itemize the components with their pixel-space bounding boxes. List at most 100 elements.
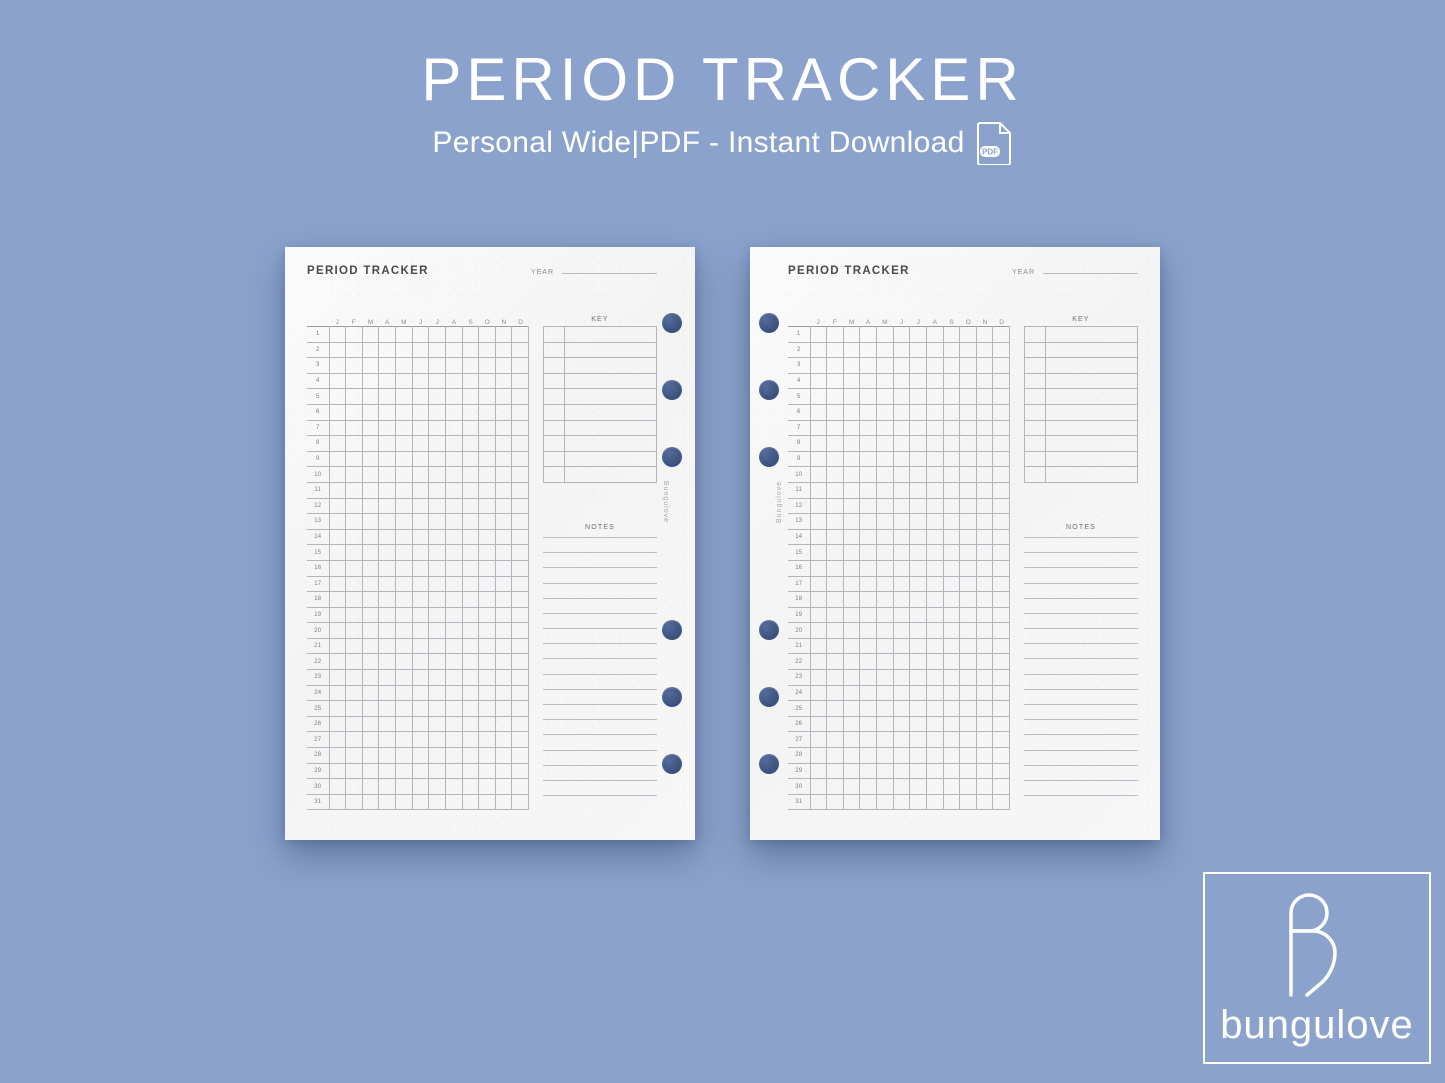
- tracker-cell-M-28[interactable]: [361, 747, 380, 764]
- tracker-cell-A-9[interactable]: [444, 450, 463, 468]
- tracker-cell-A-24[interactable]: [378, 684, 396, 702]
- tracker-cell-D-13[interactable]: [511, 513, 529, 530]
- tracker-cell-M-30[interactable]: [361, 778, 380, 795]
- tracker-cell-S-30[interactable]: [461, 778, 480, 795]
- tracker-cell-D-10[interactable]: [511, 466, 529, 483]
- tracker-cell-J-3[interactable]: [411, 357, 430, 374]
- tracker-cell-A-21[interactable]: [378, 637, 396, 655]
- tracker-cell-A-17[interactable]: [444, 575, 463, 593]
- tracker-cell-D-16[interactable]: [992, 559, 1010, 577]
- tracker-cell-J-7[interactable]: [809, 419, 828, 437]
- tracker-cell-A-20[interactable]: [378, 622, 396, 639]
- tracker-cell-M-29[interactable]: [361, 762, 380, 780]
- tracker-cell-J-4[interactable]: [909, 372, 927, 390]
- tracker-cell-N-26[interactable]: [975, 715, 994, 733]
- tracker-cell-J-19[interactable]: [892, 606, 911, 624]
- tracker-cell-S-13[interactable]: [942, 513, 961, 530]
- tracker-cell-J-24[interactable]: [892, 684, 911, 702]
- tracker-cell-J-26[interactable]: [411, 715, 430, 733]
- tracker-cell-J-5[interactable]: [428, 388, 446, 405]
- note-line-3[interactable]: [1024, 567, 1138, 569]
- tracker-cell-A-30[interactable]: [925, 778, 944, 795]
- tracker-cell-F-3[interactable]: [345, 357, 363, 374]
- tracker-cell-N-11[interactable]: [975, 481, 994, 499]
- tracker-cell-O-1[interactable]: [478, 326, 496, 343]
- tracker-cell-D-4[interactable]: [992, 372, 1010, 390]
- key-label-cell-5[interactable]: [1045, 388, 1138, 405]
- tracker-cell-S-9[interactable]: [461, 450, 480, 468]
- tracker-cell-M-26[interactable]: [361, 715, 380, 733]
- tracker-cell-A-8[interactable]: [859, 435, 877, 452]
- tracker-grid[interactable]: 1 2 3 4 5 6 7 8 9 10 11 12 13 14 15 16 17 18 19 20 21 22 23 24 2…: [788, 326, 1010, 811]
- tracker-cell-D-14[interactable]: [511, 528, 529, 546]
- tracker-cell-J-29[interactable]: [328, 762, 347, 780]
- tracker-cell-M-17[interactable]: [395, 575, 413, 593]
- tracker-cell-N-25[interactable]: [494, 700, 513, 717]
- tracker-cell-J-25[interactable]: [892, 700, 911, 717]
- tracker-cell-A-1[interactable]: [925, 326, 944, 343]
- tracker-cell-M-24[interactable]: [842, 684, 861, 702]
- tracker-cell-A-1[interactable]: [859, 326, 877, 343]
- tracker-cell-S-20[interactable]: [461, 622, 480, 639]
- tracker-cell-M-19[interactable]: [395, 606, 413, 624]
- tracker-cell-J-28[interactable]: [892, 747, 911, 764]
- tracker-cell-M-28[interactable]: [842, 747, 861, 764]
- tracker-cell-M-16[interactable]: [361, 559, 380, 577]
- key-swatch-9[interactable]: [1024, 450, 1046, 468]
- tracker-cell-S-30[interactable]: [942, 778, 961, 795]
- tracker-cell-S-7[interactable]: [461, 419, 480, 437]
- tracker-cell-S-26[interactable]: [942, 715, 961, 733]
- tracker-cell-J-17[interactable]: [328, 575, 347, 593]
- tracker-cell-A-28[interactable]: [859, 747, 877, 764]
- tracker-cell-M-10[interactable]: [876, 466, 894, 483]
- tracker-cell-N-22[interactable]: [494, 653, 513, 671]
- tracker-cell-J-23[interactable]: [411, 669, 430, 686]
- tracker-cell-A-4[interactable]: [444, 372, 463, 390]
- tracker-cell-S-27[interactable]: [461, 731, 480, 749]
- tracker-cell-A-4[interactable]: [378, 372, 396, 390]
- tracker-cell-S-9[interactable]: [942, 450, 961, 468]
- tracker-cell-M-14[interactable]: [842, 528, 861, 546]
- note-line-13[interactable]: [543, 719, 657, 721]
- tracker-cell-O-28[interactable]: [478, 747, 496, 764]
- key-label-cell-4[interactable]: [564, 372, 657, 390]
- tracker-cell-D-15[interactable]: [992, 544, 1010, 561]
- tracker-cell-A-26[interactable]: [444, 715, 463, 733]
- note-line-17[interactable]: [1024, 779, 1138, 781]
- tracker-cell-J-30[interactable]: [909, 778, 927, 795]
- tracker-cell-S-10[interactable]: [942, 466, 961, 483]
- tracker-cell-S-25[interactable]: [461, 700, 480, 717]
- tracker-cell-N-17[interactable]: [494, 575, 513, 593]
- key-swatch-6[interactable]: [543, 403, 565, 421]
- tracker-cell-F-13[interactable]: [345, 513, 363, 530]
- tracker-cell-S-14[interactable]: [942, 528, 961, 546]
- tracker-cell-J-20[interactable]: [892, 622, 911, 639]
- tracker-cell-A-5[interactable]: [444, 388, 463, 405]
- tracker-cell-M-9[interactable]: [842, 450, 861, 468]
- tracker-cell-D-8[interactable]: [992, 435, 1010, 452]
- tracker-cell-M-21[interactable]: [361, 637, 380, 655]
- tracker-cell-A-30[interactable]: [444, 778, 463, 795]
- tracker-cell-M-4[interactable]: [361, 372, 380, 390]
- key-label-cell-10[interactable]: [564, 466, 657, 483]
- tracker-cell-J-23[interactable]: [328, 669, 347, 686]
- tracker-cell-A-4[interactable]: [859, 372, 877, 390]
- tracker-cell-J-17[interactable]: [428, 575, 446, 593]
- tracker-cell-O-3[interactable]: [959, 357, 977, 374]
- tracker-cell-M-25[interactable]: [876, 700, 894, 717]
- tracker-cell-J-26[interactable]: [892, 715, 911, 733]
- tracker-cell-F-31[interactable]: [826, 793, 844, 811]
- tracker-cell-J-22[interactable]: [428, 653, 446, 671]
- tracker-cell-A-28[interactable]: [378, 747, 396, 764]
- tracker-cell-J-25[interactable]: [909, 700, 927, 717]
- tracker-cell-D-28[interactable]: [511, 747, 529, 764]
- tracker-cell-J-6[interactable]: [411, 403, 430, 421]
- tracker-cell-S-16[interactable]: [942, 559, 961, 577]
- tracker-cell-S-14[interactable]: [461, 528, 480, 546]
- tracker-cell-O-15[interactable]: [959, 544, 977, 561]
- tracker-cell-M-12[interactable]: [361, 497, 380, 515]
- tracker-cell-J-4[interactable]: [428, 372, 446, 390]
- tracker-cell-S-21[interactable]: [942, 637, 961, 655]
- tracker-cell-J-9[interactable]: [328, 450, 347, 468]
- tracker-cell-O-4[interactable]: [478, 372, 496, 390]
